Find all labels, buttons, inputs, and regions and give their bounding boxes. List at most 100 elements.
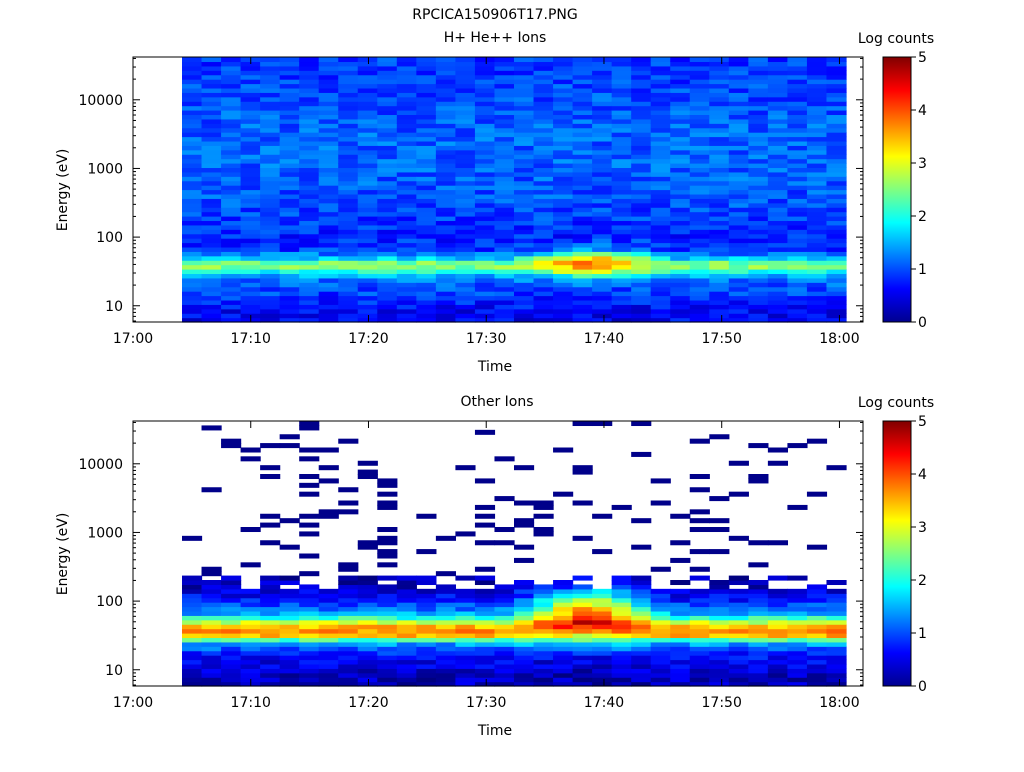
heatmap-cell	[806, 61, 828, 67]
heatmap-cell	[182, 189, 203, 195]
heatmap-cell	[826, 641, 847, 647]
heatmap-cell	[474, 202, 496, 208]
heatmap-cell	[357, 575, 378, 581]
heatmap-cell	[631, 597, 652, 603]
heatmap-cell	[748, 171, 769, 177]
heatmap-cell	[572, 57, 593, 63]
heatmap-cell	[260, 193, 281, 199]
heatmap-cell	[650, 79, 671, 85]
heatmap-cell	[221, 304, 242, 310]
heatmap-cell	[806, 677, 828, 683]
heatmap-cell	[767, 650, 789, 656]
heatmap-cell	[533, 527, 554, 533]
heatmap-cell	[357, 597, 378, 603]
heatmap-cell	[533, 193, 554, 199]
heatmap-cell	[553, 681, 574, 687]
heatmap-cell	[455, 668, 476, 674]
heatmap-cell	[318, 619, 339, 625]
heatmap-cell	[474, 92, 496, 98]
heatmap-cell	[494, 264, 515, 270]
heatmap-cell	[709, 313, 730, 319]
heatmap-cell	[299, 136, 320, 142]
heatmap-cell	[396, 619, 417, 625]
heatmap-cell	[240, 176, 261, 182]
heatmap-cell	[474, 260, 496, 266]
heatmap-cell	[533, 602, 554, 608]
heatmap-cell	[377, 668, 398, 674]
heatmap-cell	[553, 202, 574, 208]
heatmap-cell	[299, 571, 320, 577]
heatmap-cell	[377, 57, 398, 63]
heatmap-cell	[631, 61, 652, 67]
heatmap-cell	[357, 593, 378, 599]
heatmap-cell	[396, 672, 417, 678]
heatmap-cell	[592, 105, 613, 111]
heatmap-cell	[240, 114, 261, 120]
heatmap-cell	[806, 92, 828, 98]
heatmap-cell	[377, 304, 398, 310]
heatmap-cell	[357, 264, 378, 270]
heatmap-cell	[435, 207, 457, 213]
heatmap-cell	[592, 238, 613, 244]
heatmap-cell	[748, 207, 769, 213]
heatmap-cell	[670, 92, 691, 98]
heatmap-cell	[318, 447, 339, 453]
heatmap-cell	[709, 277, 730, 283]
heatmap-cell	[709, 291, 730, 297]
heatmap-cell	[787, 207, 808, 213]
heatmap-cell	[767, 216, 789, 222]
heatmap-cell	[182, 606, 203, 612]
heatmap-cell	[514, 185, 535, 191]
heatmap-cell	[709, 672, 730, 678]
heatmap-cell	[689, 163, 710, 169]
heatmap-cell	[748, 202, 769, 208]
heatmap-cell	[201, 588, 222, 594]
heatmap-cell	[260, 149, 281, 155]
heatmap-cell	[299, 198, 320, 204]
heatmap-cell	[201, 668, 222, 674]
heatmap-cell	[318, 317, 339, 323]
heatmap-cell	[709, 233, 730, 239]
heatmap-cell	[416, 96, 437, 102]
heatmap-cell	[221, 606, 242, 612]
heatmap-cell	[553, 101, 574, 107]
heatmap-cell	[572, 220, 593, 226]
heatmap-cell	[474, 317, 496, 323]
heatmap-cell	[748, 317, 769, 323]
heatmap-cell	[182, 663, 203, 669]
heatmap-cell	[240, 220, 261, 226]
heatmap-cell	[416, 641, 437, 647]
heatmap-cell	[748, 641, 769, 647]
heatmap-cell	[435, 255, 457, 261]
heatmap-cell	[533, 87, 554, 93]
heatmap-cell	[377, 624, 398, 630]
heatmap-cell	[201, 193, 222, 199]
heatmap-cell	[709, 136, 730, 142]
heatmap-cell	[689, 299, 710, 305]
heatmap-cell	[279, 434, 300, 440]
heatmap-cell	[182, 273, 203, 279]
heatmap-cell	[182, 83, 203, 89]
heatmap-cell	[299, 610, 320, 616]
heatmap-cell	[338, 677, 359, 683]
heatmap-cell	[338, 176, 359, 182]
heatmap-cell	[318, 308, 339, 314]
heatmap-cell	[377, 672, 398, 678]
heatmap-cell	[182, 588, 203, 594]
heatmap-cell	[377, 140, 398, 146]
heatmap-cell	[260, 101, 281, 107]
heatmap-cell	[474, 110, 496, 116]
heatmap-cell	[650, 110, 671, 116]
heatmap-cell	[221, 167, 242, 173]
heatmap-cell	[592, 273, 613, 279]
heatmap-cell	[689, 313, 710, 319]
heatmap-cell	[338, 641, 359, 647]
heatmap-cell	[474, 238, 496, 244]
heatmap-cell	[494, 96, 515, 102]
heatmap-cell	[396, 646, 417, 652]
heatmap-cell	[377, 180, 398, 186]
heatmap-cell	[748, 286, 769, 292]
heatmap-cell	[260, 681, 281, 687]
heatmap-cell	[728, 637, 749, 643]
heatmap-cell	[787, 681, 808, 687]
